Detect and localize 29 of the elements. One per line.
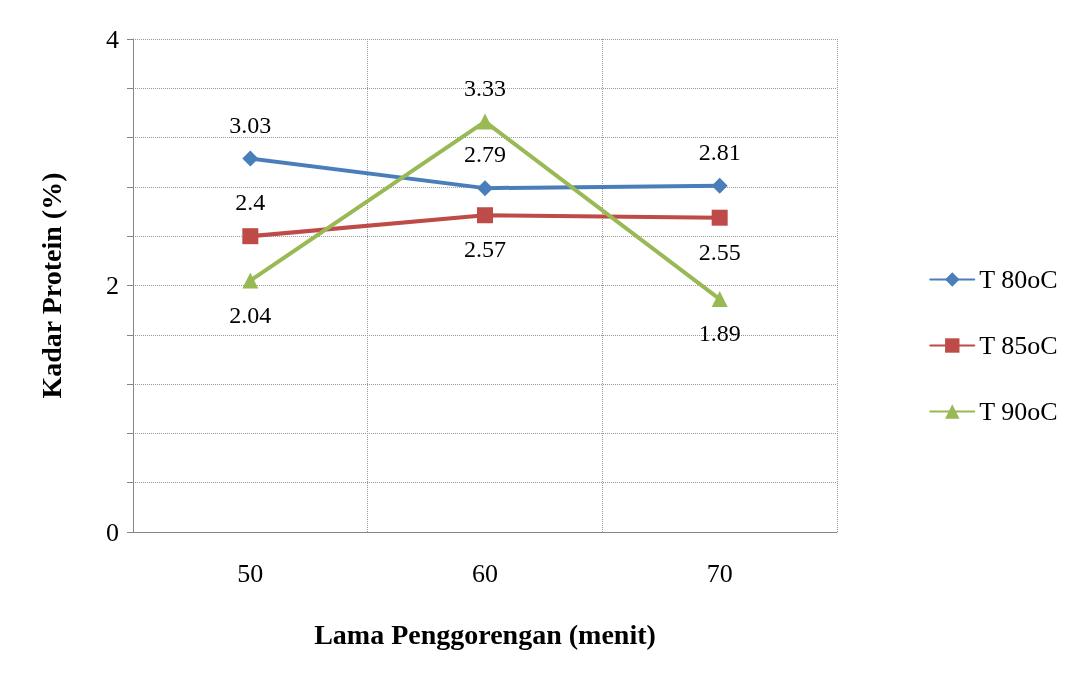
y-tick-label: 0	[106, 517, 119, 547]
data-label: 1.89	[698, 320, 741, 347]
point	[242, 272, 259, 289]
y-axis-title: Kadar Protein (%)	[35, 172, 67, 399]
point	[711, 291, 728, 308]
point	[711, 177, 728, 194]
point	[711, 209, 728, 226]
data-label: 2.81	[698, 138, 741, 165]
point	[477, 113, 493, 130]
data-label: 3.03	[229, 111, 272, 138]
x-tick-label: 70	[706, 558, 733, 588]
data-label: 2.57	[464, 236, 506, 263]
data-label: 2.79	[464, 141, 506, 168]
legend-label: T 90oC	[979, 397, 1058, 426]
data-label: 3.33	[464, 74, 506, 101]
x-tick-label: 60	[472, 558, 498, 588]
point	[242, 150, 259, 167]
legend-label: T 85oC	[979, 331, 1058, 360]
point	[477, 207, 493, 224]
y-tick-label: 2	[106, 271, 119, 300]
data-label: 2.4	[235, 189, 266, 216]
data-label: 2.55	[698, 238, 741, 265]
y-tick-label: 4	[106, 24, 119, 54]
x-tick-label: 50	[237, 558, 264, 588]
data-label: 2.04	[229, 301, 272, 328]
x-axis-title: Lama Penggorengan (menit)	[314, 618, 656, 650]
point	[477, 180, 493, 197]
point	[242, 228, 259, 245]
legend-label: T 80oC	[979, 265, 1058, 294]
